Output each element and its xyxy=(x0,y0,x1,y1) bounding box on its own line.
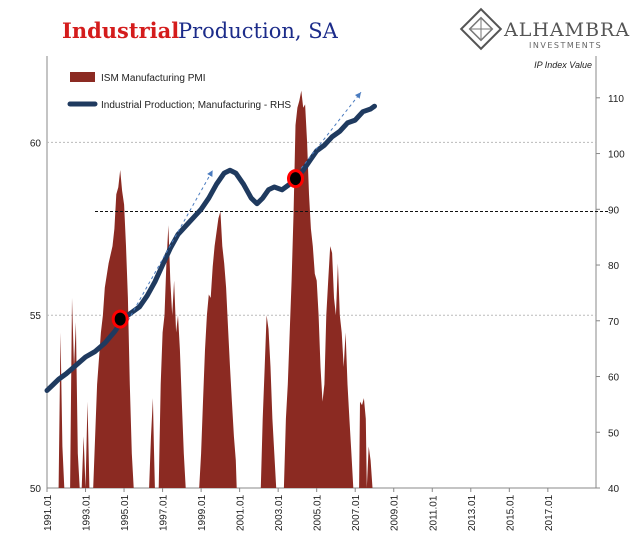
alhambra-logo: ALHAMBRA INVESTMENTS xyxy=(459,7,630,51)
logo-diamond-icon xyxy=(459,7,503,51)
trend-arrow xyxy=(297,91,362,174)
legend-swatch-pmi xyxy=(70,72,95,82)
right-axis-note: IP Index Value xyxy=(534,60,592,70)
x-tick-label: 2001.01 xyxy=(236,494,247,531)
x-tick-label: 1995.01 xyxy=(120,494,131,531)
x-tick-label: 1997.01 xyxy=(159,494,170,531)
gridlines xyxy=(47,141,596,316)
highlight-marker xyxy=(111,309,129,329)
x-tick-label: 2017.01 xyxy=(544,494,555,531)
x-tick-label: 1991.01 xyxy=(43,494,54,531)
ip-line-path xyxy=(44,103,377,393)
left-tick-label: 55 xyxy=(30,311,42,322)
left-axis-ticks: 50 55 60 xyxy=(30,138,42,495)
x-tick-label: 2007.01 xyxy=(351,494,362,531)
legend-label-ip: Industrial Production; Manufacturing - R… xyxy=(101,100,291,111)
x-tick-label: 1999.01 xyxy=(197,494,208,531)
right-axis-ticks: 40 50 60 70 80 90 100 110 xyxy=(596,94,625,495)
logo-subtitle: INVESTMENTS xyxy=(529,41,602,50)
x-tick-label: 2009.01 xyxy=(390,494,401,531)
legend: ISM Manufacturing PMI Industrial Product… xyxy=(67,72,291,111)
right-tick-label: 60 xyxy=(608,373,620,384)
ip-series xyxy=(44,103,377,393)
trend-arrow xyxy=(127,170,214,322)
chart-title-part2: Production, SA xyxy=(178,19,339,43)
left-tick-label: 50 xyxy=(30,484,42,495)
pmi-series xyxy=(58,90,373,488)
x-tick-label: 1993.01 xyxy=(82,494,93,531)
x-tick-label: 2013.01 xyxy=(467,494,478,531)
legend-label-pmi: ISM Manufacturing PMI xyxy=(101,73,205,84)
chart-title-part1: Industrial xyxy=(62,18,179,43)
pmi-area-path xyxy=(58,90,373,488)
right-tick-label: 90 xyxy=(608,205,620,216)
left-tick-label: 60 xyxy=(30,138,42,149)
highlight-markers xyxy=(111,169,304,329)
trend-arrows xyxy=(127,91,362,322)
right-tick-label: 70 xyxy=(608,317,620,328)
x-tick-label: 2015.01 xyxy=(505,494,516,531)
x-axis-ticks: 1991.01 1993.01 1995.01 1997.01 1999.01 2001.… xyxy=(43,488,555,531)
logo-name: ALHAMBRA xyxy=(503,19,630,41)
right-tick-label: 110 xyxy=(608,94,624,105)
x-tick-label: 2005.01 xyxy=(313,494,324,531)
highlight-marker xyxy=(286,169,304,189)
right-tick-label: 80 xyxy=(608,261,620,272)
right-tick-label: 50 xyxy=(608,428,620,439)
right-tick-label: 100 xyxy=(608,150,625,161)
right-tick-label: 40 xyxy=(608,484,620,495)
x-tick-label: 2003.01 xyxy=(274,494,285,531)
x-tick-label: 2011.01 xyxy=(428,495,439,531)
